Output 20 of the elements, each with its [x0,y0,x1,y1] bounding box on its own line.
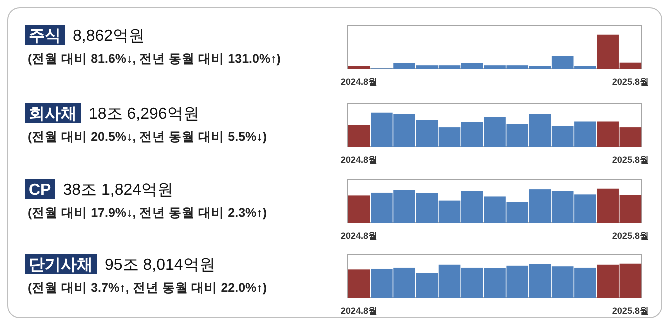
text: 8,862억원 [73,28,146,45]
x-tick-label: 2024.8월 [341,306,378,316]
x-tick-label: 2025.8월 [612,155,649,165]
x-tick-label: 2024.8월 [341,155,378,165]
text: (전월 대비 81.6%↓, 전년 동월 대비 131.0%↑) [28,52,281,66]
text: 95조 8,014억원 [105,257,216,274]
x-tick-label: 2024.8월 [341,77,378,87]
text: (전월 대비 3.7%↑, 전년 동월 대비 22.0%↑) [28,281,268,295]
x-tick-label: 2024.8월 [341,231,378,241]
text: CP [29,182,52,199]
text: 회사채 [29,106,77,123]
text: (전월 대비 17.9%↓, 전년 동월 대비 2.3%↑) [28,206,268,220]
x-tick-label: 2025.8월 [612,77,649,87]
text: 단기사채 [29,257,93,274]
text: 38조 1,824억원 [63,182,174,199]
x-tick-label: 2025.8월 [612,306,649,316]
text: 주식 [29,28,61,45]
text: 18조 6,296억원 [89,106,200,123]
x-tick-label: 2025.8월 [612,231,649,241]
text: (전월 대비 20.5%↓, 전년 동월 대비 5.5%↓) [28,130,268,144]
